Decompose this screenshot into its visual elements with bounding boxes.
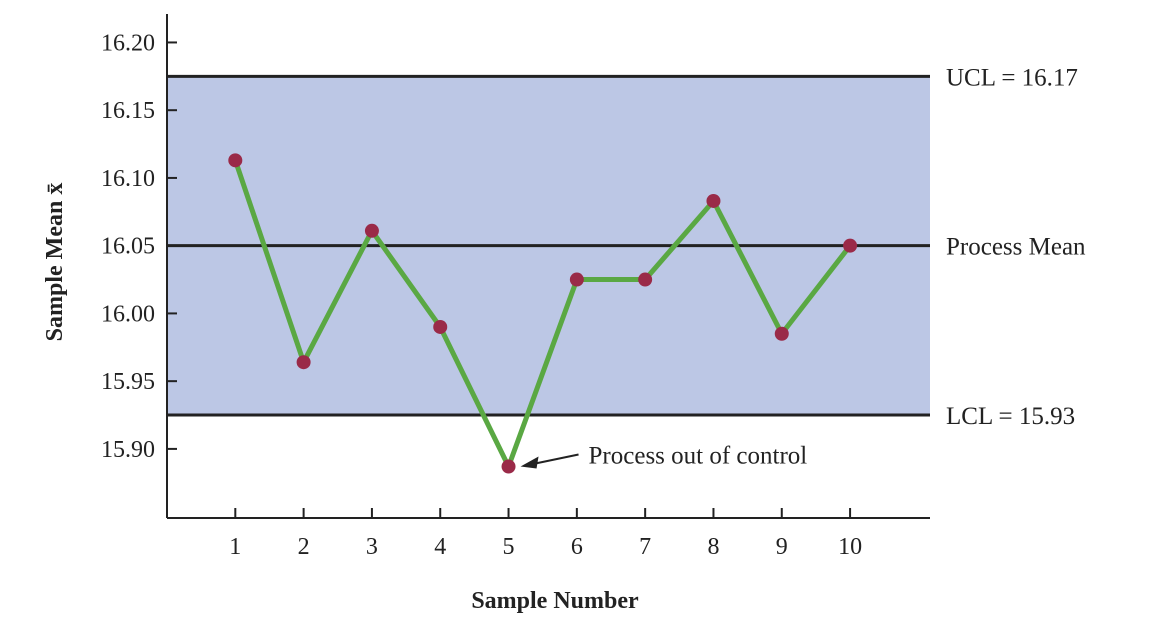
x-tick-label: 4: [434, 534, 446, 560]
data-point: [433, 319, 448, 334]
x-tick-label: 5: [503, 534, 515, 560]
y-tick-label: 15.95: [101, 369, 155, 395]
annotation-text: Process out of control: [589, 443, 808, 470]
x-tick-label: 2: [298, 534, 310, 560]
y-tick-label: 16.15: [101, 98, 155, 124]
y-tick-label: 16.00: [101, 301, 155, 327]
x-tick-label: 7: [639, 534, 651, 560]
y-tick-label: 16.10: [101, 166, 155, 192]
x-tick-label: 6: [571, 534, 583, 560]
UCL-label: UCL = 16.17: [946, 64, 1078, 91]
x-tick-label: 9: [776, 534, 788, 560]
x-tick-label: 8: [707, 534, 719, 560]
data-point: [228, 153, 243, 168]
x-tick-label: 1: [229, 534, 241, 560]
arrow-head-icon: [520, 456, 539, 469]
x-tick-label: 3: [366, 534, 378, 560]
series-line: [232, 159, 853, 470]
data-point: [638, 272, 653, 287]
x-tick-label: 10: [838, 534, 862, 560]
x-axis-label: Sample Number: [471, 588, 639, 614]
mean-label: Process Mean: [946, 234, 1086, 261]
y-tick-label: 16.05: [101, 234, 155, 260]
y-axis-label: Sample Mean x̄: [42, 183, 68, 342]
data-point: [364, 223, 379, 238]
data-point: [569, 272, 584, 287]
data-point: [843, 238, 858, 253]
data-point: [501, 459, 516, 474]
y-tick-label: 16.20: [101, 30, 155, 56]
data-point: [296, 355, 311, 370]
annotation-arrow: [530, 453, 579, 466]
data-point: [706, 193, 721, 208]
LCL-label: LCL = 15.93: [946, 403, 1075, 430]
data-point: [774, 326, 789, 341]
y-tick-label: 15.90: [101, 437, 155, 463]
